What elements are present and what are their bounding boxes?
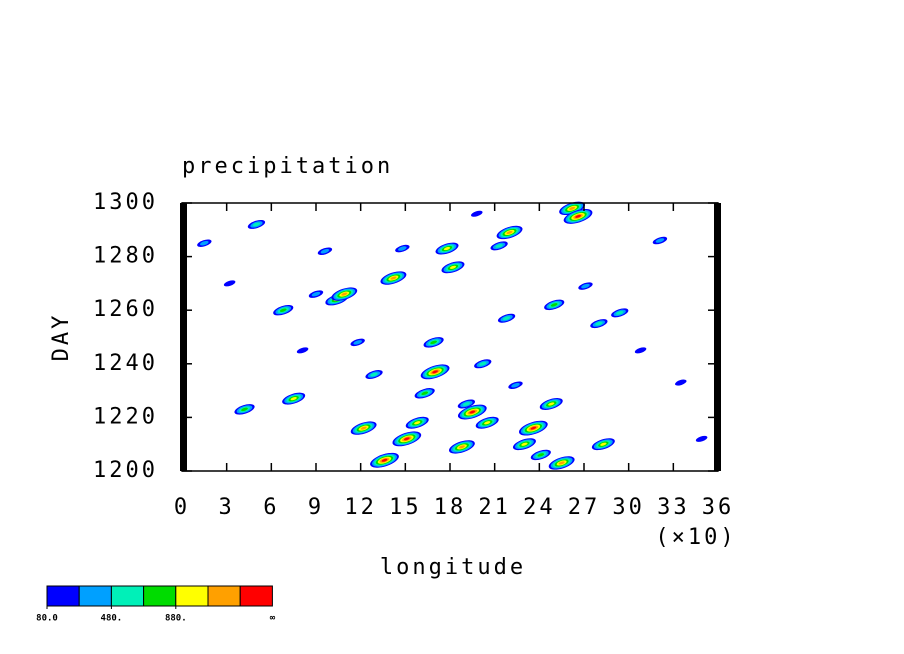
y-tick-label: 1260 bbox=[93, 297, 158, 322]
contour-blob bbox=[390, 276, 397, 280]
x-tick-label: 24 bbox=[523, 495, 556, 520]
contour-blob bbox=[502, 316, 511, 321]
chart-title: precipitation bbox=[182, 154, 393, 179]
contour-blob bbox=[381, 458, 388, 462]
contour-blob bbox=[530, 426, 537, 430]
contour-blob bbox=[279, 308, 287, 312]
contour-blob bbox=[200, 240, 209, 246]
x-tick-label: 3 bbox=[219, 495, 235, 520]
y-tick-label: 1220 bbox=[93, 404, 158, 429]
contour-blob bbox=[655, 238, 665, 243]
contour-blob bbox=[430, 340, 437, 345]
colorbar-box bbox=[46, 585, 80, 607]
x-tick-label: 27 bbox=[568, 495, 601, 520]
x-tick-label: 36 bbox=[702, 495, 735, 520]
contour-blob bbox=[320, 248, 330, 254]
colorbar-box bbox=[207, 585, 241, 607]
contour-blob bbox=[370, 372, 378, 377]
contour-blob bbox=[537, 453, 545, 457]
contour-blob bbox=[506, 230, 513, 235]
x-tick-label: 18 bbox=[434, 495, 467, 520]
colorbar-box bbox=[78, 585, 112, 607]
y-tick-label: 1240 bbox=[93, 351, 158, 376]
contour-blob bbox=[479, 361, 487, 366]
contour-blob bbox=[595, 321, 603, 326]
x-scale-label: (×10) bbox=[655, 525, 736, 550]
contour-blob bbox=[484, 421, 491, 425]
contour-blob bbox=[432, 370, 438, 374]
contour-blob bbox=[675, 379, 687, 386]
contour-blob bbox=[634, 347, 647, 354]
colorbar-box bbox=[110, 585, 145, 607]
contour-blob bbox=[569, 206, 576, 210]
y-axis-label: DAY bbox=[49, 313, 74, 362]
contour-blob bbox=[223, 280, 236, 287]
y-tick-label: 1280 bbox=[93, 244, 158, 269]
contour-blob bbox=[558, 461, 565, 465]
contour-blob bbox=[421, 391, 429, 396]
left-border bbox=[180, 203, 187, 471]
colorbar-box bbox=[239, 585, 273, 607]
contour-blob bbox=[695, 435, 708, 442]
contour-blob bbox=[462, 402, 471, 406]
x-tick-label: 9 bbox=[308, 495, 324, 520]
colorbar-label: 480. bbox=[101, 614, 123, 624]
colorbar-label: 80.0 bbox=[36, 614, 58, 624]
contour-blob bbox=[449, 265, 457, 269]
colorbar-top-label: ∞ bbox=[270, 614, 276, 624]
contour-blob bbox=[443, 246, 451, 251]
contour-blob bbox=[469, 410, 476, 414]
contour-blob bbox=[414, 421, 421, 425]
x-tick-label: 21 bbox=[478, 495, 511, 520]
contour-blob bbox=[600, 442, 607, 446]
contour-blob bbox=[252, 222, 261, 227]
contour-blob bbox=[511, 382, 520, 388]
contour-blob bbox=[575, 214, 581, 218]
contour-blob bbox=[241, 407, 248, 412]
x-tick-label: 33 bbox=[657, 495, 690, 520]
contour-blob bbox=[495, 243, 503, 248]
contour-blob bbox=[296, 347, 309, 354]
contour-blob bbox=[521, 442, 528, 446]
x-tick-label: 0 bbox=[174, 495, 190, 520]
contour-blob bbox=[471, 210, 483, 217]
contour-blob bbox=[341, 292, 348, 296]
y-tick-label: 1200 bbox=[93, 458, 158, 483]
y-tick-label: 1300 bbox=[93, 190, 158, 215]
x-tick-label: 6 bbox=[263, 495, 279, 520]
x-tick-label: 30 bbox=[612, 495, 645, 520]
x-tick-label: 15 bbox=[389, 495, 422, 520]
contour-blob bbox=[290, 397, 297, 401]
x-tick-label: 12 bbox=[344, 495, 377, 520]
contour-blob bbox=[550, 303, 558, 307]
colorbar-label: 880. bbox=[165, 614, 187, 624]
contour-blob bbox=[581, 283, 590, 289]
contour-blob bbox=[616, 310, 624, 315]
colorbar-box bbox=[143, 585, 177, 607]
contour-blob bbox=[458, 445, 465, 449]
x-axis-label: longitude bbox=[380, 555, 526, 580]
contour-blob bbox=[353, 340, 363, 345]
contour-blob bbox=[360, 426, 367, 430]
colorbar-box bbox=[175, 585, 209, 607]
contour-blob bbox=[311, 291, 321, 297]
right-border bbox=[714, 203, 721, 471]
contour-blob bbox=[548, 402, 555, 406]
field bbox=[197, 201, 708, 470]
contour-blob bbox=[398, 246, 407, 251]
contour-blob bbox=[403, 437, 410, 441]
